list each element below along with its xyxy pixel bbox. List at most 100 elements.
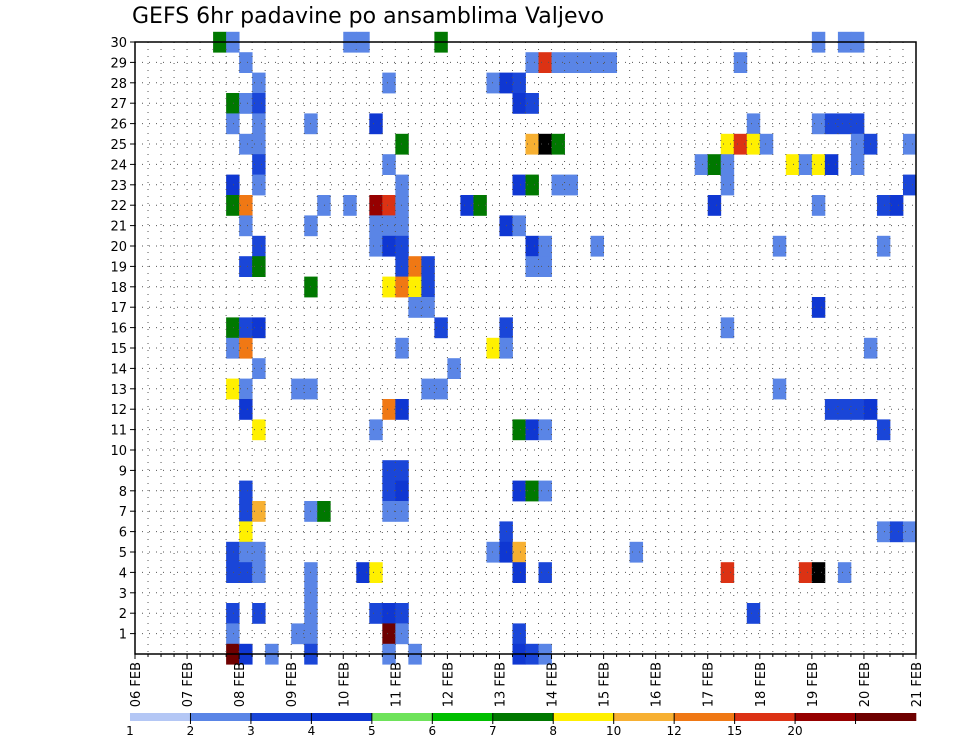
heatmap-cell bbox=[395, 276, 409, 298]
heatmap-cell bbox=[395, 195, 409, 216]
colorbar-swatch bbox=[492, 713, 554, 721]
heatmap-cell bbox=[902, 133, 917, 155]
heatmap-cell bbox=[551, 52, 565, 73]
heatmap-cell bbox=[811, 562, 826, 583]
heatmap-cell bbox=[850, 399, 865, 420]
heatmap-cell bbox=[824, 399, 839, 420]
y-tick-label: 19 bbox=[110, 260, 127, 275]
heatmap-cell bbox=[746, 133, 761, 155]
y-tick-label: 27 bbox=[110, 97, 127, 112]
heatmap-cell bbox=[239, 541, 253, 563]
heatmap-cell bbox=[395, 460, 409, 481]
heatmap-cell bbox=[525, 133, 539, 155]
y-tick-label: 22 bbox=[110, 199, 127, 214]
y-tick-label: 29 bbox=[110, 56, 127, 71]
heatmap-cell bbox=[512, 419, 526, 441]
heatmap-cell bbox=[551, 174, 565, 196]
heatmap-cell bbox=[395, 501, 409, 522]
colorbar-swatch bbox=[371, 713, 433, 721]
heatmap-cell bbox=[512, 174, 526, 196]
heatmap-cell bbox=[239, 521, 253, 543]
heatmap-cell bbox=[369, 215, 383, 237]
heatmap-cell bbox=[421, 276, 435, 298]
colorbar-swatch bbox=[190, 713, 252, 721]
heatmap-cell bbox=[239, 378, 253, 400]
x-tick-label: 17 FEB bbox=[702, 662, 717, 707]
y-tick-label: 23 bbox=[110, 179, 127, 194]
heatmap-cell bbox=[252, 113, 266, 135]
colorbar-swatch bbox=[432, 713, 494, 721]
y-tick-label: 20 bbox=[110, 240, 127, 255]
colorbar-label: 6 bbox=[428, 724, 436, 738]
y-tick-label: 3 bbox=[119, 587, 127, 602]
heatmap-cell bbox=[889, 521, 904, 543]
y-tick-label: 8 bbox=[119, 485, 127, 500]
colorbar-swatch bbox=[855, 713, 917, 721]
heatmap-cell bbox=[382, 460, 396, 481]
y-tick-label: 7 bbox=[119, 505, 127, 520]
heatmap-cell bbox=[811, 297, 826, 318]
x-tick-label: 14 FEB bbox=[546, 662, 561, 707]
colorbar-swatch bbox=[250, 713, 312, 721]
y-tick-label: 1 bbox=[119, 628, 127, 643]
heatmap-cell bbox=[811, 154, 826, 175]
heatmap-cell bbox=[226, 541, 240, 563]
y-tick-label: 14 bbox=[110, 362, 127, 377]
heatmap-cell bbox=[239, 562, 253, 583]
heatmap-cell bbox=[538, 133, 552, 155]
heatmap-cell bbox=[369, 235, 383, 257]
colorbar-label: 1 bbox=[126, 724, 134, 738]
heatmap-cell bbox=[252, 154, 266, 175]
heatmap-cell bbox=[876, 195, 891, 216]
heatmap-cell bbox=[395, 133, 409, 155]
heatmap-cell bbox=[512, 480, 526, 502]
heatmap-cell bbox=[447, 358, 461, 379]
heatmap-cell bbox=[460, 195, 474, 216]
heatmap-cell bbox=[382, 603, 396, 624]
heatmap-cell bbox=[694, 154, 709, 175]
heatmap-cell bbox=[252, 72, 266, 94]
heatmap-cell bbox=[252, 174, 266, 196]
heatmap-cell bbox=[538, 419, 552, 441]
heatmap-cell bbox=[538, 562, 552, 583]
heatmap-cell bbox=[486, 72, 500, 94]
x-tick-label: 12 FEB bbox=[441, 662, 456, 707]
y-tick-label: 21 bbox=[110, 220, 127, 235]
chart-title: GEFS 6hr padavine po ansamblima Valjevo bbox=[132, 4, 605, 29]
heatmap-cell bbox=[421, 297, 435, 318]
heatmap-cell bbox=[239, 93, 253, 114]
heatmap-cell bbox=[239, 256, 253, 277]
heatmap-cell bbox=[538, 256, 552, 277]
heatmap-cell bbox=[733, 133, 748, 155]
x-tick-label: 18 FEB bbox=[754, 662, 769, 707]
heatmap-cell bbox=[525, 174, 539, 196]
heatmap-cell bbox=[473, 195, 487, 216]
heatmap-cell bbox=[525, 419, 539, 441]
heatmap-cell bbox=[512, 93, 526, 114]
heatmap-cell bbox=[746, 603, 761, 624]
x-tick-label: 13 FEB bbox=[493, 662, 508, 707]
heatmap-cell bbox=[395, 215, 409, 237]
colorbar-label: 3 bbox=[247, 724, 255, 738]
heatmap-cell bbox=[356, 562, 370, 583]
heatmap-cell bbox=[720, 154, 735, 175]
heatmap-cell bbox=[252, 256, 266, 277]
heatmap-cell bbox=[486, 541, 500, 563]
y-tick-label: 25 bbox=[110, 138, 127, 153]
x-tick-label: 16 FEB bbox=[650, 662, 665, 707]
heatmap-cell bbox=[577, 52, 591, 73]
heatmap-cell bbox=[382, 623, 396, 645]
heatmap-cell bbox=[382, 480, 396, 502]
heatmap-cell bbox=[525, 93, 539, 114]
y-tick-label: 17 bbox=[110, 301, 127, 316]
heatmap-cell bbox=[564, 174, 578, 196]
heatmap-cell bbox=[720, 317, 735, 339]
heatmap-cell bbox=[512, 562, 526, 583]
y-tick-label: 11 bbox=[110, 424, 127, 439]
heatmap-cell bbox=[252, 419, 266, 441]
heatmap-cell bbox=[707, 195, 722, 216]
heatmap-cell bbox=[395, 337, 409, 359]
heatmap-cell bbox=[369, 562, 383, 583]
heatmap-cell bbox=[252, 562, 266, 583]
x-tick-label: 07 FEB bbox=[181, 662, 196, 707]
